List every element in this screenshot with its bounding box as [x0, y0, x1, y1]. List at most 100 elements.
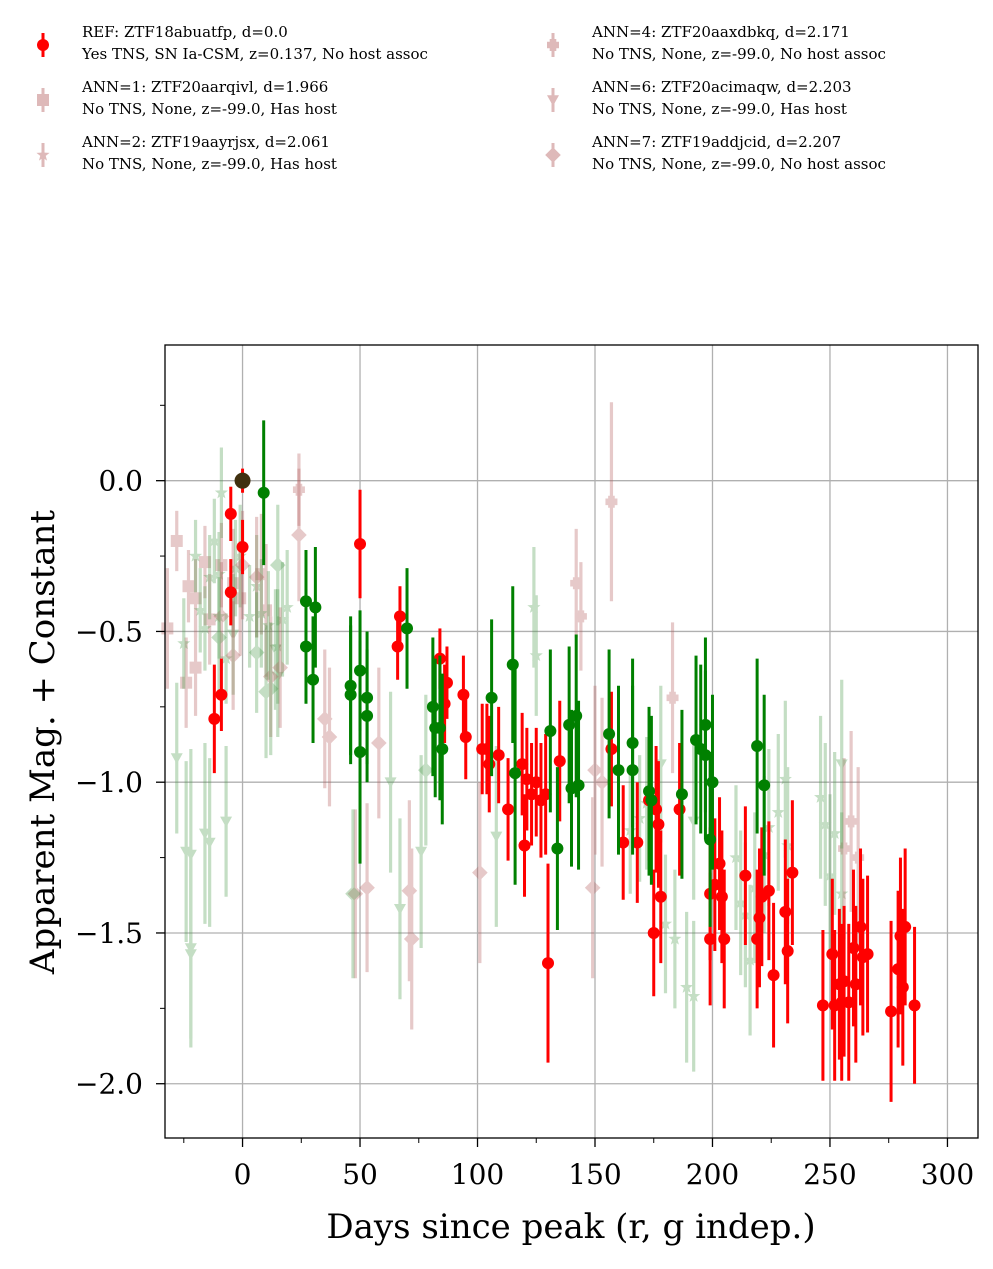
data-point — [184, 943, 197, 955]
data-point — [814, 790, 828, 803]
data-point — [254, 606, 268, 619]
data-point — [835, 759, 848, 771]
data-point — [233, 549, 247, 562]
y-tick-label: −0.5 — [75, 615, 143, 648]
data-point — [215, 559, 228, 572]
data-point — [762, 884, 775, 897]
data-point — [687, 989, 701, 1002]
data-point — [516, 758, 529, 771]
x-tick-label: 150 — [568, 1158, 621, 1191]
data-point — [718, 932, 731, 945]
data-point — [845, 815, 858, 828]
data-point — [771, 805, 785, 818]
data-point — [203, 837, 216, 849]
data-point — [354, 538, 367, 551]
legend-label-line1: ANN=7: ZTF19addjcid, d=2.207 — [591, 133, 841, 151]
plot-area — [161, 402, 921, 1102]
x-tick-label: 100 — [451, 1158, 504, 1191]
data-point — [236, 541, 249, 554]
data-point — [584, 879, 601, 896]
data-point — [758, 779, 771, 792]
data-point — [459, 730, 472, 743]
legend-label-line1: ANN=6: ZTF20acimaqw, d=2.203 — [591, 78, 852, 96]
data-point — [269, 644, 282, 656]
data-point — [299, 640, 312, 653]
x-axis-title: Days since peak (r, g indep.) — [326, 1207, 815, 1247]
data-point — [189, 592, 202, 605]
data-point — [525, 788, 538, 801]
data-point — [307, 673, 320, 686]
data-point — [359, 879, 375, 896]
data-point — [248, 569, 265, 585]
data-point — [633, 811, 647, 824]
data-point — [623, 823, 637, 837]
data-point — [654, 890, 667, 903]
data-point — [224, 586, 237, 599]
legend-label-line2: No TNS, None, z=-99.0, Has host — [82, 155, 337, 173]
data-point — [198, 621, 212, 635]
legend-marker-circle — [37, 33, 49, 57]
data-point — [418, 762, 434, 778]
data-point — [652, 818, 665, 831]
data-point — [842, 996, 855, 1009]
data-point — [675, 788, 688, 801]
data-point — [292, 483, 305, 496]
data-point — [177, 636, 191, 650]
data-point — [631, 836, 644, 849]
data-point — [490, 831, 503, 843]
data-point — [260, 604, 273, 617]
data-point — [272, 659, 288, 676]
data-point — [713, 857, 726, 870]
data-point — [208, 712, 221, 725]
data-point — [587, 762, 603, 778]
data-point — [433, 721, 446, 734]
data-point — [255, 568, 268, 581]
data-point — [854, 920, 867, 933]
data-point — [234, 592, 247, 605]
data-point — [257, 486, 270, 499]
series-ann-1 — [161, 510, 273, 728]
data-point — [384, 777, 397, 789]
data-point — [344, 688, 357, 701]
peak-marker — [234, 472, 251, 489]
data-point — [574, 610, 587, 623]
data-point — [849, 978, 862, 991]
series-ref-g — [257, 420, 771, 930]
data-point — [212, 567, 226, 580]
data-point — [734, 895, 748, 909]
legend: REF: ZTF18abuatfp, d=0.0 Yes TNS, SN Ia-C… — [36, 23, 886, 173]
legend-marker — [37, 39, 49, 51]
data-point — [570, 577, 583, 590]
data-point — [248, 644, 265, 661]
data-point — [225, 647, 241, 664]
y-tick-label: −1.5 — [75, 917, 143, 950]
data-point — [211, 629, 227, 646]
data-point — [203, 570, 217, 583]
data-point — [828, 826, 842, 840]
data-point — [436, 743, 449, 756]
data-point — [219, 651, 233, 665]
data-point — [189, 661, 202, 674]
data-point — [170, 534, 183, 547]
data-point — [645, 794, 658, 807]
legend-marker — [37, 94, 49, 106]
data-point — [258, 683, 274, 700]
data-point — [520, 773, 533, 786]
data-point — [823, 868, 837, 882]
data-point — [403, 931, 420, 947]
data-point — [687, 816, 700, 828]
data-point — [321, 729, 338, 745]
data-point — [647, 926, 660, 939]
x-tick-label: 0 — [234, 1158, 252, 1191]
grid-lines — [165, 345, 978, 1138]
data-point — [271, 671, 284, 683]
data-point — [786, 866, 799, 879]
y-tick-label: −2.0 — [75, 1068, 143, 1101]
data-point — [485, 691, 498, 704]
data-point — [715, 890, 728, 903]
data-point — [198, 556, 211, 569]
data-point — [212, 609, 226, 622]
data-point — [502, 803, 515, 816]
data-point — [603, 727, 616, 740]
